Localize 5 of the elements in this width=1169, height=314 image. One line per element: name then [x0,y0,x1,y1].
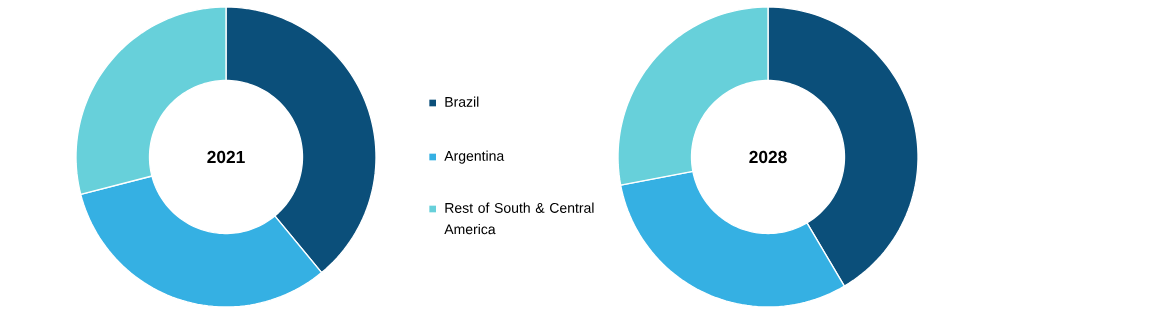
text: 2028 [749,150,787,164]
legend-label: Brazil [445,96,479,107]
legend-label: Rest of South & Central America [444,202,594,235]
text: 2021 [207,150,245,164]
legend-label: Argentina [444,150,505,164]
